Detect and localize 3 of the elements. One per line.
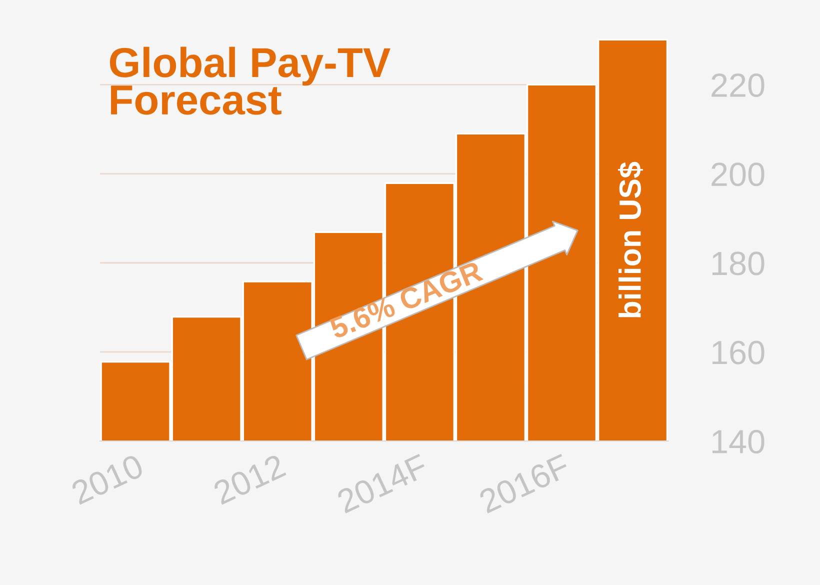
annotation: 5.6% CAGR (328, 260, 484, 340)
text: Global Pay-TV Forecast (110, 46, 390, 115)
y-axis-title: billion US$ (618, 162, 643, 318)
